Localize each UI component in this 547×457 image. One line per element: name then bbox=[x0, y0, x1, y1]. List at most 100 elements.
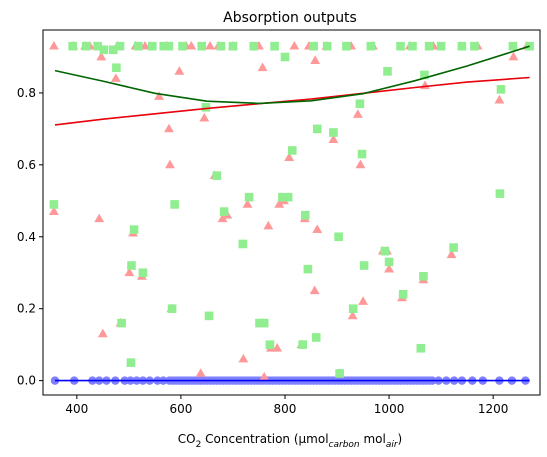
data-point-triangle bbox=[199, 112, 210, 122]
x-tick-label: 600 bbox=[169, 402, 192, 416]
data-point-triangle bbox=[124, 267, 135, 277]
data-point-triangle bbox=[508, 51, 519, 61]
x-tick-label: 800 bbox=[274, 402, 297, 416]
data-point-square bbox=[311, 333, 321, 342]
data-point-triangle bbox=[242, 199, 253, 208]
axis-layer: 400 600 800 1000 1200 0.0 0.2 0.4 0.6 0.8 bbox=[17, 86, 509, 416]
data-point-square bbox=[129, 225, 139, 234]
x-axis-label: CO2 Concentration (μmolcarbon molair) bbox=[178, 432, 402, 450]
data-point-square bbox=[265, 340, 275, 349]
series-layer bbox=[48, 40, 534, 385]
data-point-square bbox=[219, 207, 229, 216]
data-point-square bbox=[204, 311, 214, 321]
data-point-square bbox=[335, 369, 344, 378]
data-point-square bbox=[112, 63, 121, 73]
data-point-square bbox=[133, 41, 143, 51]
data-point-square bbox=[309, 41, 318, 51]
data-point-square bbox=[312, 124, 322, 134]
x-axis-label-sub-air: air bbox=[386, 440, 399, 450]
data-point-triangle bbox=[355, 159, 366, 169]
y-tick-label: 0.0 bbox=[17, 374, 36, 388]
data-point-triangle bbox=[272, 343, 283, 352]
data-point-square bbox=[270, 41, 279, 51]
x-axis-label-sub-carbon: carbon bbox=[329, 440, 360, 450]
data-point-triangle bbox=[238, 353, 249, 363]
data-point-square bbox=[424, 41, 434, 51]
data-point-square bbox=[355, 99, 365, 109]
data-point-triangle bbox=[96, 51, 107, 61]
data-point-triangle bbox=[97, 328, 108, 338]
data-point-square bbox=[259, 318, 269, 328]
x-axis-label-mid2: mol bbox=[360, 432, 386, 446]
data-point-square bbox=[298, 340, 307, 349]
data-point-square bbox=[366, 41, 376, 51]
data-point-square bbox=[380, 246, 390, 256]
data-point-square bbox=[342, 41, 351, 51]
data-point-square bbox=[303, 264, 313, 274]
data-point-square bbox=[170, 200, 179, 209]
data-point-triangle bbox=[358, 296, 368, 305]
data-point-square bbox=[178, 41, 187, 51]
data-point-square bbox=[322, 41, 332, 51]
data-point-square bbox=[384, 257, 394, 267]
data-point-triangle bbox=[186, 40, 197, 50]
data-point-square bbox=[449, 243, 458, 252]
data-point-triangle bbox=[217, 213, 228, 223]
data-point-triangle bbox=[384, 263, 395, 273]
data-point-square bbox=[68, 41, 77, 51]
data-point-square bbox=[117, 318, 126, 328]
data-point-triangle bbox=[48, 40, 59, 50]
data-point-square bbox=[278, 192, 287, 202]
chart-title: Absorption outputs bbox=[223, 10, 357, 26]
data-point-square bbox=[244, 192, 254, 202]
data-point-square bbox=[357, 149, 367, 159]
data-point-square bbox=[197, 41, 207, 51]
data-point-triangle bbox=[205, 40, 215, 50]
data-point-square bbox=[287, 146, 297, 155]
data-point-triangle bbox=[309, 285, 320, 295]
data-point-square bbox=[93, 41, 102, 51]
data-point-square bbox=[396, 41, 405, 51]
data-point-square bbox=[138, 268, 148, 278]
data-point-triangle bbox=[195, 368, 206, 377]
data-point-triangle bbox=[164, 123, 174, 133]
x-tick-label: 400 bbox=[65, 402, 88, 416]
data-point-triangle bbox=[174, 66, 185, 75]
data-point-triangle bbox=[347, 310, 358, 320]
data-point-triangle bbox=[420, 80, 430, 90]
data-point-square bbox=[280, 52, 290, 62]
data-point-square bbox=[283, 192, 293, 202]
x-tick-label: 1200 bbox=[478, 402, 509, 416]
data-point-triangle bbox=[352, 109, 363, 118]
x-axis-label-sub2: 2 bbox=[196, 440, 202, 450]
data-point-square bbox=[212, 171, 222, 180]
y-tick-label: 0.2 bbox=[17, 302, 36, 316]
data-point-triangle bbox=[312, 224, 323, 233]
data-point-square bbox=[436, 41, 446, 51]
data-point-square bbox=[255, 318, 264, 328]
data-point-triangle bbox=[310, 55, 321, 64]
data-point-square bbox=[416, 343, 426, 353]
data-point-triangle bbox=[257, 62, 268, 72]
data-point-square bbox=[398, 290, 408, 299]
data-point-square bbox=[127, 261, 136, 270]
data-point-square bbox=[334, 232, 343, 242]
data-point-square bbox=[496, 85, 506, 94]
y-tick-label: 0.4 bbox=[17, 230, 36, 244]
data-point-square bbox=[147, 41, 157, 51]
data-point-square bbox=[495, 189, 505, 198]
data-point-square bbox=[228, 41, 238, 51]
data-point-triangle bbox=[263, 220, 274, 230]
data-point-square bbox=[238, 239, 248, 249]
data-point-square bbox=[159, 41, 169, 51]
data-point-square bbox=[457, 41, 467, 51]
data-point-triangle bbox=[328, 134, 339, 144]
data-point-square bbox=[115, 41, 125, 51]
data-point-triangle bbox=[154, 91, 164, 100]
x-axis-label-end: ) bbox=[398, 432, 403, 446]
data-point-triangle bbox=[494, 94, 505, 104]
data-point-triangle bbox=[48, 206, 59, 215]
data-point-circle bbox=[50, 376, 60, 385]
x-axis-label-co: CO bbox=[178, 432, 196, 446]
data-point-triangle bbox=[274, 199, 285, 208]
